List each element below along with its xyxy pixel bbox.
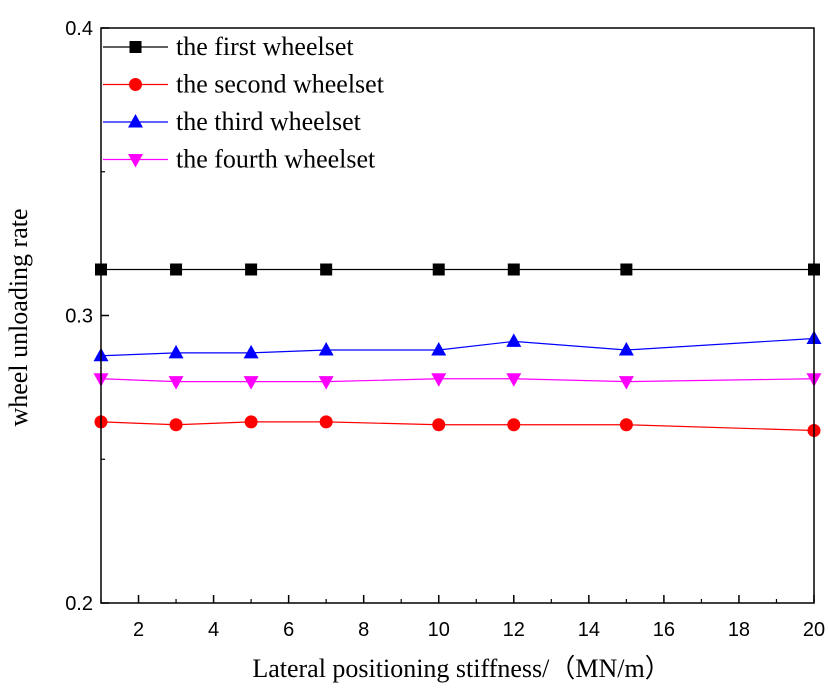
data-point (168, 344, 184, 359)
x-axis-title: Lateral positioning stiffness/（MN/m） (252, 654, 670, 683)
legend-item: the second wheelset (103, 70, 385, 99)
ticks-layer: 2 4 6 8 10 12 14 16 18 20 0.2 0.3 0.4 (65, 18, 825, 641)
x-tick-label: 12 (503, 619, 525, 641)
x-tick-label: 2 (133, 619, 144, 641)
data-point (320, 263, 333, 276)
legend-label: the fourth wheelset (176, 145, 376, 174)
legend-label: the first wheelset (176, 32, 354, 61)
data-point (319, 415, 333, 429)
data-point (432, 418, 446, 432)
data-point (619, 418, 633, 432)
data-point (168, 376, 184, 390)
data-point (318, 342, 334, 356)
x-tick-label: 20 (803, 619, 825, 641)
legend-item: the fourth wheelset (103, 145, 376, 174)
plot-frame (100, 27, 815, 604)
series-line (100, 337, 815, 357)
series-line (100, 421, 815, 432)
series-1 (95, 263, 820, 276)
data-point (620, 263, 633, 276)
series-2 (94, 415, 821, 437)
x-tick-label: 8 (358, 619, 369, 641)
data-point (507, 418, 521, 432)
legend-marker (129, 78, 142, 91)
series-layer (93, 263, 822, 437)
x-tick-label: 6 (283, 619, 294, 641)
legend-marker (128, 154, 143, 168)
x-tick-label: 10 (428, 619, 450, 641)
x-tick-label: 18 (728, 619, 750, 641)
y-tick-label: 0.2 (65, 593, 93, 615)
data-point (170, 263, 183, 276)
data-point (431, 373, 447, 387)
y-tick-label: 0.3 (65, 306, 93, 328)
x-tick-label: 4 (208, 619, 219, 641)
data-point (506, 373, 522, 387)
data-point (245, 263, 258, 276)
data-point (243, 344, 259, 359)
legend-label: the third wheelset (176, 107, 362, 136)
data-point (506, 333, 522, 347)
legend-item: the first wheelset (103, 32, 354, 61)
data-point (507, 263, 520, 276)
y-axis-title: wheel unloading rate (4, 208, 33, 426)
x-tick-label: 14 (578, 619, 600, 641)
data-point (618, 342, 634, 356)
data-point (318, 376, 334, 390)
data-point (432, 263, 445, 276)
series-line (100, 378, 815, 383)
x-tick-label: 16 (653, 619, 675, 641)
series-3 (93, 330, 822, 362)
data-point (244, 415, 258, 429)
legend-marker (129, 41, 142, 53)
data-point (618, 376, 634, 390)
series-4 (93, 373, 822, 390)
legend: the first wheelset the second wheelset the… (103, 32, 385, 174)
data-point (431, 342, 447, 356)
data-point (169, 418, 183, 432)
y-tick-label: 0.4 (65, 18, 93, 40)
legend-label: the second wheelset (176, 70, 385, 99)
legend-item: the third wheelset (103, 107, 362, 136)
data-point (243, 376, 259, 390)
legend-marker (128, 114, 143, 128)
